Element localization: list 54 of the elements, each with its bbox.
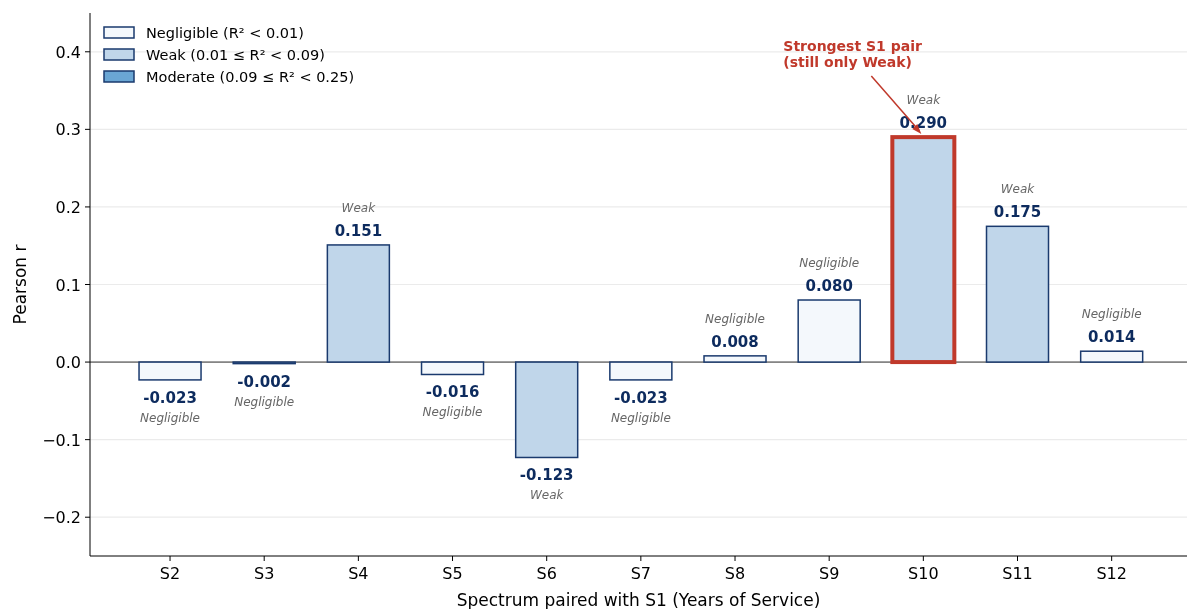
x-tick-label: S10 — [908, 564, 939, 583]
x-tick-label: S12 — [1096, 564, 1127, 583]
y-tick-label: 0.0 — [55, 353, 81, 373]
x-tick-label: S6 — [536, 564, 557, 583]
bar — [703, 355, 767, 363]
annotation: Negligible — [799, 256, 860, 271]
data-label: -0.002 — [237, 372, 292, 391]
x-tick-label: S7 — [630, 564, 652, 583]
data-label: 0.008 — [711, 332, 759, 351]
legend-label: Negligible (R² < 0.01) — [146, 25, 304, 41]
y-tick-label: 0.2 — [55, 197, 81, 217]
annotation: Weak — [341, 200, 377, 215]
data-label: 0.151 — [334, 221, 383, 240]
legend-label: Moderate (0.09 ≤ R² < 0.25) — [146, 69, 355, 85]
x-tick-label: S4 — [348, 564, 369, 583]
y-axis-title: Pearson r — [10, 244, 30, 325]
data-label: -0.123 — [519, 466, 574, 485]
data-label: -0.023 — [614, 388, 668, 407]
y-tick-label: −0.1 — [42, 430, 81, 450]
x-axis-title: Spectrum paired with S1 (Years of Service) — [456, 590, 821, 609]
y-tick-label: 0.1 — [55, 275, 81, 295]
x-tick-label: S2 — [159, 564, 181, 583]
annotation: Weak — [1000, 182, 1036, 197]
bar — [797, 299, 861, 363]
annotation: Negligible — [610, 410, 671, 425]
x-tick-label: S5 — [442, 564, 463, 583]
data-label: -0.023 — [143, 388, 197, 407]
annotation: Strongest S1 pair (still only Weak) — [783, 38, 922, 70]
annotation: Negligible — [234, 394, 295, 409]
y-tick-label: −0.2 — [42, 508, 81, 528]
y-tick-label: 0.4 — [55, 42, 81, 62]
data-label: 0.175 — [993, 203, 1042, 222]
data-label: 0.080 — [805, 277, 853, 296]
data-label: 0.014 — [1087, 328, 1136, 347]
bar — [420, 361, 485, 376]
legend-label: Weak (0.01 ≤ R² < 0.09) — [146, 47, 325, 63]
bar — [326, 244, 391, 363]
x-tick-label: S3 — [254, 564, 275, 583]
annotation: Negligible — [705, 311, 765, 326]
annotation: Negligible — [140, 410, 201, 425]
annotation: Negligible — [422, 405, 483, 420]
annotation: Negligible — [1081, 307, 1142, 322]
data-label: -0.016 — [425, 383, 480, 402]
x-tick-label: S9 — [819, 564, 840, 583]
bar — [514, 361, 579, 459]
y-tick-label: 0.3 — [55, 120, 81, 140]
annotation: Weak — [906, 93, 942, 108]
bar — [609, 361, 673, 381]
annotation: Weak — [529, 488, 565, 503]
bar — [138, 361, 202, 381]
x-tick-label: S11 — [1002, 564, 1033, 583]
bar — [1079, 350, 1144, 363]
bar — [985, 225, 1050, 363]
x-tick-label: S8 — [724, 564, 746, 583]
